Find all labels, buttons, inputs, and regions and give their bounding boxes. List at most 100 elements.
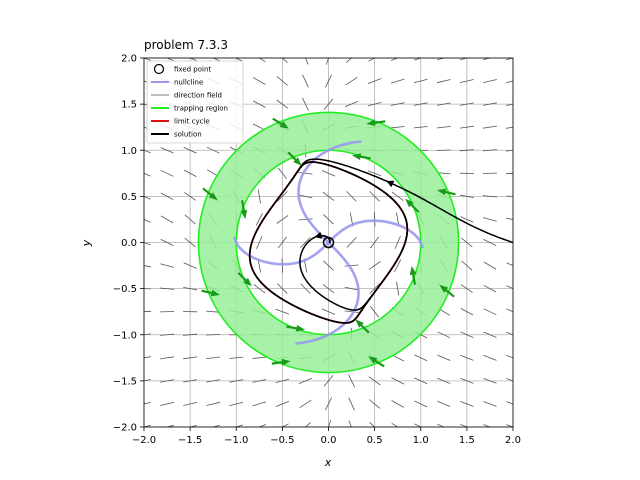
direction-segment <box>160 379 174 383</box>
x-axis-label: x <box>324 456 332 469</box>
direction-segment <box>298 172 313 175</box>
direction-segment <box>229 356 244 359</box>
nullcline-dx <box>233 219 424 266</box>
direction-segment <box>277 236 287 249</box>
direction-segment <box>160 215 174 224</box>
direction-segment <box>183 402 198 406</box>
direction-segment <box>323 98 334 110</box>
direction-segment <box>344 286 359 291</box>
direction-segment <box>437 400 451 407</box>
direction-segment <box>344 310 359 313</box>
direction-segment <box>344 264 359 267</box>
direction-segment <box>300 283 311 294</box>
direction-segment <box>212 58 220 62</box>
direction-segment <box>368 376 381 386</box>
direction-segment <box>413 126 428 129</box>
direction-segment <box>483 378 497 384</box>
direction-segment <box>229 379 244 383</box>
direction-segment <box>436 126 451 129</box>
direction-segment <box>323 375 334 387</box>
direction-segment <box>206 379 221 383</box>
direction-segment <box>144 356 151 359</box>
direction-segment <box>188 424 198 427</box>
direction-segment <box>390 102 405 106</box>
solution-curve-2 <box>248 158 513 324</box>
x-tick-label: −1.0 <box>224 435 248 446</box>
direction-segment <box>299 399 312 409</box>
solutions <box>248 158 513 324</box>
direction-segment <box>483 217 497 222</box>
direction-segment <box>436 149 451 151</box>
direction-segment <box>390 78 405 84</box>
direction-segment <box>506 80 513 83</box>
direction-segment <box>300 237 311 248</box>
direction-segment <box>483 239 497 246</box>
direction-segment <box>436 102 451 106</box>
direction-segment <box>160 333 175 336</box>
direction-segment <box>305 58 309 65</box>
direction-segment <box>344 101 359 108</box>
direction-segment <box>276 76 289 86</box>
direction-segment <box>302 97 309 111</box>
legend-marker-fixed-point <box>153 63 165 75</box>
direction-segment <box>253 284 266 294</box>
direction-segment <box>298 377 313 384</box>
trapping-region-outer-boundary <box>197 111 460 374</box>
x-tick-label: 1.0 <box>413 435 429 446</box>
direction-segment <box>461 260 473 271</box>
direction-segment <box>183 333 198 336</box>
direction-segment <box>459 194 474 198</box>
direction-segment <box>144 288 152 290</box>
direction-segment <box>323 260 334 271</box>
y-tick-label: 2.0 <box>121 54 137 65</box>
direction-segment <box>348 397 355 411</box>
direction-segment <box>252 356 267 359</box>
direction-segment <box>184 214 196 225</box>
direction-segment <box>506 308 513 313</box>
direction-segment <box>206 146 220 154</box>
direction-segment <box>369 422 376 427</box>
direction-segment <box>275 308 290 315</box>
direction-segment <box>414 423 422 427</box>
direction-segment <box>394 259 402 272</box>
direction-segment <box>325 58 329 65</box>
solution-arrow-2 <box>386 180 395 188</box>
fixed-point-marker <box>322 236 335 249</box>
direction-segment <box>144 219 151 223</box>
direction-segment <box>483 58 492 61</box>
direction-segment <box>391 377 405 385</box>
direction-segment <box>482 149 497 152</box>
boundary-arrows <box>201 117 456 368</box>
direction-segment <box>160 263 174 268</box>
direction-segment <box>183 287 198 291</box>
direction-segment <box>325 74 332 88</box>
outer-boundary-arrow-head <box>279 121 289 129</box>
direction-segment <box>413 102 428 106</box>
direction-segment <box>483 308 497 316</box>
direction-segment <box>144 265 151 268</box>
direction-segment <box>391 422 399 427</box>
direction-segment <box>160 402 174 406</box>
direction-segment <box>257 189 261 204</box>
direction-segment <box>144 310 152 313</box>
direction-segment <box>277 283 288 294</box>
direction-segment <box>483 331 497 338</box>
direction-segment <box>396 281 400 296</box>
direction-segment <box>160 239 174 246</box>
outer-boundary-arrow-head <box>368 356 378 364</box>
direction-segment <box>391 191 404 201</box>
direction-segment <box>160 192 174 201</box>
direction-segment <box>183 262 197 269</box>
direction-segment <box>206 356 221 359</box>
outer-boundary-arrow-head <box>281 358 291 366</box>
direction-segment <box>206 334 221 336</box>
direction-segment <box>368 58 376 62</box>
direction-segment <box>483 284 497 293</box>
direction-segment <box>460 216 474 223</box>
direction-segment <box>482 125 497 129</box>
direction-segment <box>281 258 284 273</box>
y-tick-label: 1.5 <box>121 100 137 111</box>
y-tick-label: −2.0 <box>113 423 137 434</box>
direction-segment <box>483 401 497 407</box>
direction-segment <box>437 377 451 384</box>
